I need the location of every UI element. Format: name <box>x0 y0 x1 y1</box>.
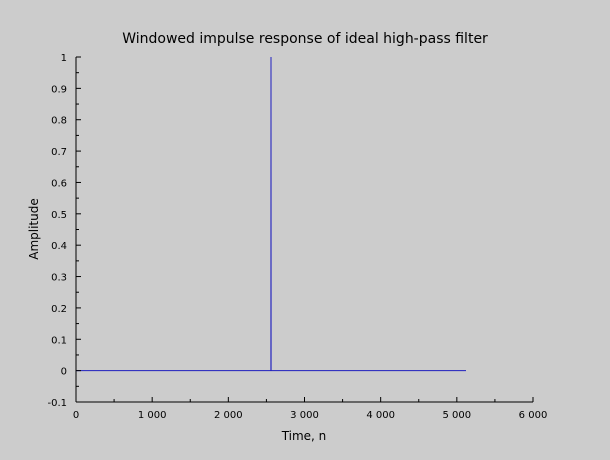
y-tick-label: 0.1 <box>51 335 67 346</box>
y-tick-label: 0.5 <box>51 210 67 221</box>
x-tick-label: 2 000 <box>214 410 243 421</box>
series-layer <box>76 56 466 372</box>
y-tick-label: 0 <box>61 367 67 378</box>
x-tick-label: 0 <box>73 410 79 421</box>
y-tick-label: -0.1 <box>47 398 67 409</box>
y-tick-label: 0.9 <box>51 84 67 95</box>
y-tick-label: 0.3 <box>51 273 67 284</box>
x-tick-label: 6 000 <box>519 410 548 421</box>
x-axis: 0 1 000 2 000 3 000 4 000 5 000 6 000 <box>73 397 548 421</box>
x-tick-label: 5 000 <box>443 410 472 421</box>
x-tick-label: 3 000 <box>290 410 319 421</box>
x-axis-title: Time, n <box>281 429 327 443</box>
y-tick-label: 0.7 <box>51 147 67 158</box>
x-tick-label: 4 000 <box>366 410 395 421</box>
series-line <box>76 56 466 372</box>
y-tick-label: 0.4 <box>51 241 67 252</box>
y-tick-label: 0.6 <box>51 178 67 189</box>
y-axis-title: Amplitude <box>27 198 41 260</box>
y-tick-label: 0.2 <box>51 304 67 315</box>
y-tick-label: 1 <box>61 53 67 64</box>
chart-title: Windowed impulse response of ideal high-… <box>122 31 488 47</box>
y-tick-label: 0.8 <box>51 116 67 127</box>
y-axis: -0.1 0 0.1 0.2 0.3 0.4 0.5 0.6 0.7 0.8 0.9 1 <box>47 53 81 409</box>
plot-area <box>75 57 533 403</box>
x-tick-label: 1 000 <box>138 410 167 421</box>
